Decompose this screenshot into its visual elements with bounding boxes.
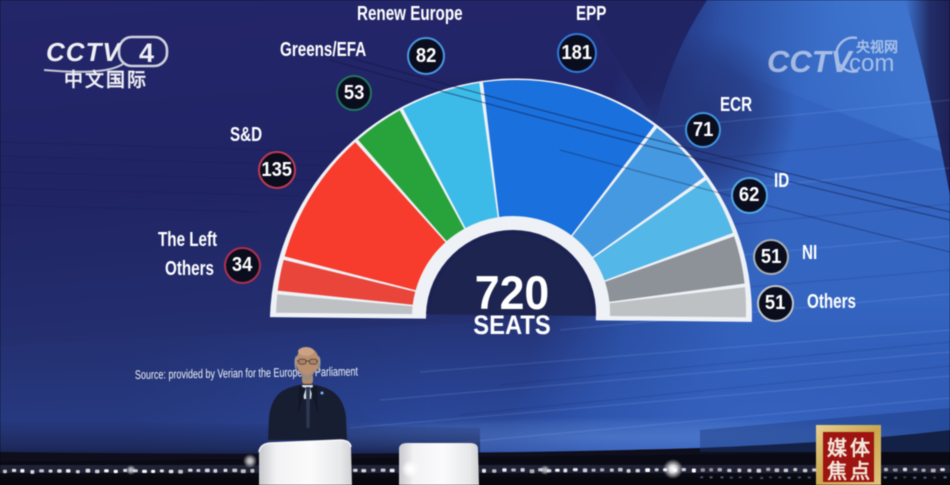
svg-text:媒体: 媒体 [827,436,873,460]
svg-text:焦点: 焦点 [827,459,873,483]
svg-text:com: com [849,50,894,77]
svg-text:CCTV: CCTV [46,37,122,67]
svg-text:央视网: 央视网 [856,39,898,55]
svg-text:中文国际: 中文国际 [64,68,148,91]
svg-text:4: 4 [139,38,154,68]
svg-text:CCTV: CCTV [767,44,854,79]
